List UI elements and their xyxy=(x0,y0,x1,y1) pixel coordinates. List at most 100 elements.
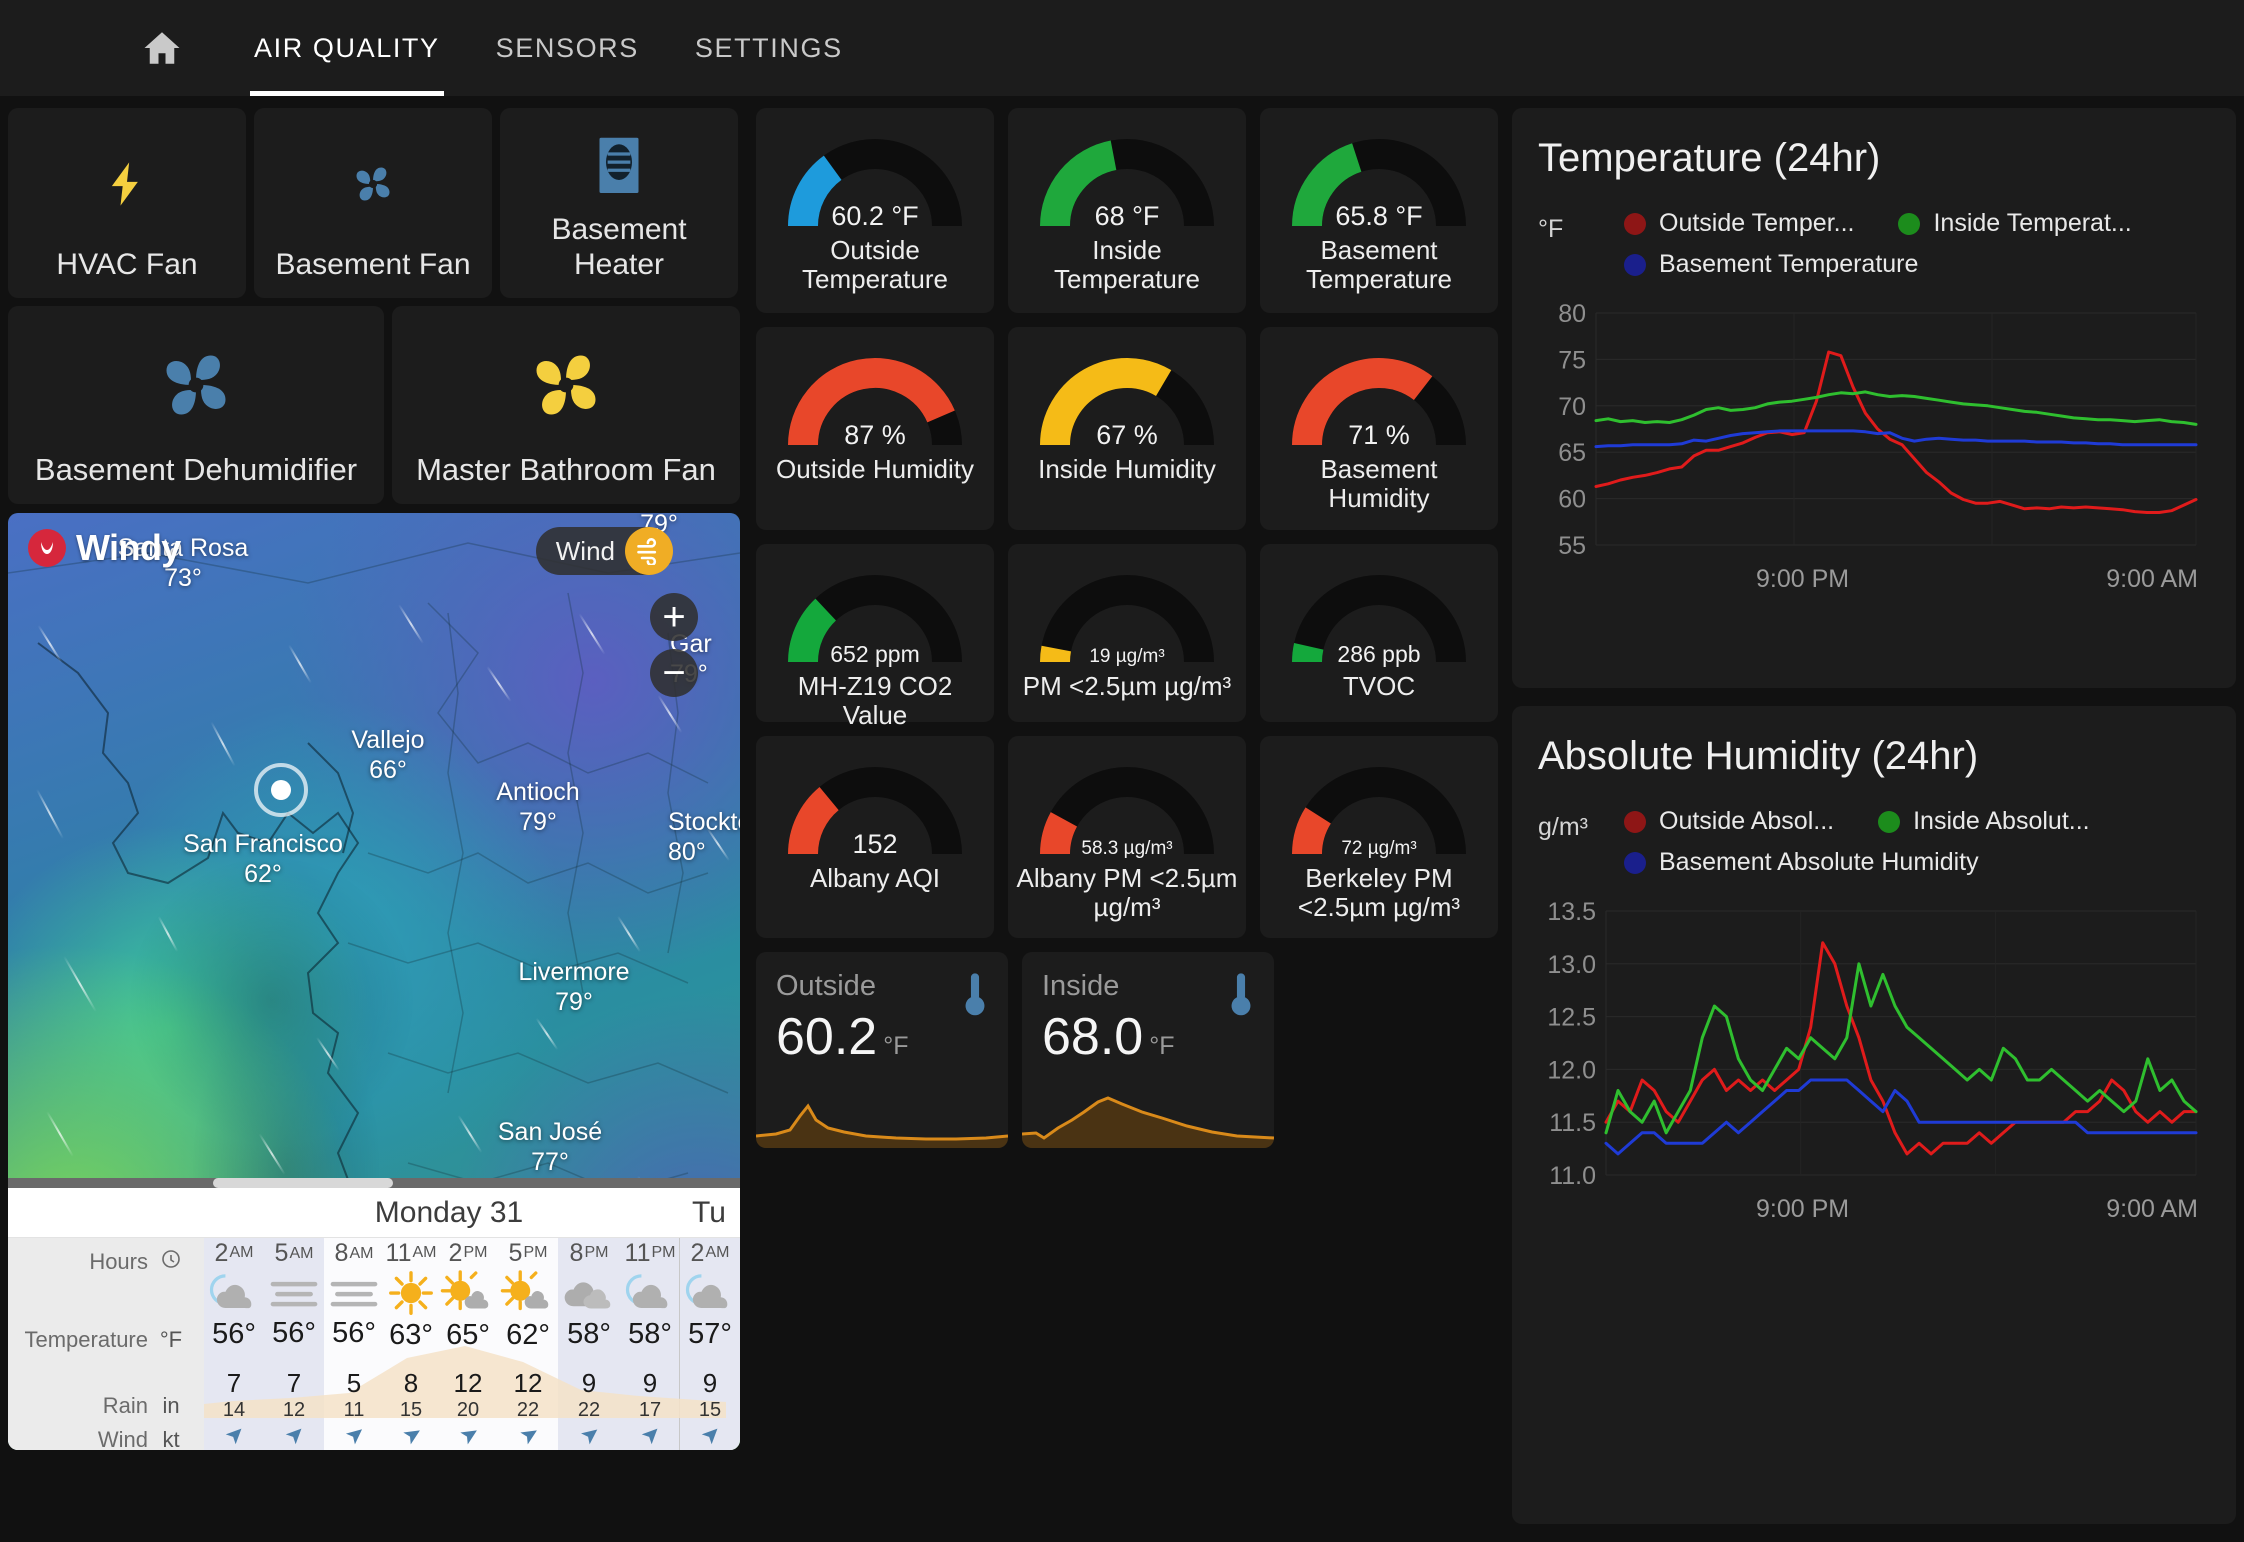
wind-layer-label: Wind xyxy=(555,535,615,566)
forecast-hour: 5 PM xyxy=(508,1238,548,1267)
forecast-temperature: 56° xyxy=(332,1317,376,1350)
forecast-timeline-scrollbar[interactable] xyxy=(8,1178,740,1188)
lightning-bolt-icon xyxy=(101,126,153,242)
tab-settings[interactable]: SETTINGS xyxy=(691,0,847,96)
forecast-sky-icon xyxy=(680,1269,740,1317)
fan-icon xyxy=(137,324,255,446)
gauge-row: 60.2 °F Outside Temperature 68 °F Inside Te… xyxy=(756,108,1500,313)
forecast-rain xyxy=(680,1353,740,1368)
gauge-value: 71 % xyxy=(1348,420,1410,450)
forecast-hour-column[interactable]: 11 AM 63° 8 15 xyxy=(384,1238,438,1450)
gauge-card-outside-humidity[interactable]: 87 % Outside Humidity xyxy=(756,327,994,530)
forecast-wind-direction xyxy=(558,1422,620,1450)
forecast-hour-column[interactable]: 2 AM 57° 9 15 xyxy=(680,1238,740,1450)
gauge-card-outside-temperature[interactable]: 60.2 °F Outside Temperature xyxy=(756,108,994,313)
forecast-hour-column[interactable]: 8 PM 58° 9 22 xyxy=(558,1238,620,1450)
humidity-plot[interactable]: 11.0 11.5 12.0 12.5 13.0 13.5 xyxy=(1538,899,2210,1189)
wind-icon[interactable] xyxy=(625,527,673,575)
gauge-card-pm-2-5-m-g-m[interactable]: 19 µg/m³ PM <2.5µm µg/m³ xyxy=(1008,544,1246,722)
temperature-chart-card[interactable]: Temperature (24hr) °F Outside Temper... … xyxy=(1512,108,2236,688)
forecast-wind-gust: 20 xyxy=(456,1399,480,1421)
gauge-value: 60.2 °F xyxy=(831,201,919,231)
forecast-wind: 9 xyxy=(702,1368,718,1398)
legend-dot xyxy=(1898,212,1921,235)
forecast-wind: 9 xyxy=(642,1368,658,1398)
forecast-wind-direction xyxy=(264,1422,324,1450)
partly-sunny-icon xyxy=(440,1270,489,1311)
forecast-hour-column[interactable]: 8 AM 56° 5 11 xyxy=(324,1238,384,1450)
forecast-temperature: 58° xyxy=(567,1318,611,1351)
map-zoom-in-button[interactable]: + xyxy=(650,593,698,641)
wind-layer-selector[interactable]: Wind xyxy=(535,527,673,575)
gauge-card-inside-humidity[interactable]: 67 % Inside Humidity xyxy=(1008,327,1246,530)
svg-text:13.5: 13.5 xyxy=(1547,899,1596,926)
toggle-basement-dehumidifier[interactable]: Basement Dehumidifier xyxy=(8,306,384,504)
gauge-column: 60.2 °F Outside Temperature 68 °F Inside Te… xyxy=(756,108,1500,1148)
gauge-card-albany-pm-2-5-m-g-m[interactable]: 58.3 µg/m³ Albany PM <2.5µm µg/m³ xyxy=(1008,736,1246,938)
forecast-hour-columns[interactable]: 2 AM 56° 7 14 5 AM 56° 7 12 8 AM 56° 5 11 11 AM 63… xyxy=(204,1238,740,1450)
toggle-basement-fan[interactable]: Basement Fan xyxy=(254,108,492,298)
tab-air-quality-label: AIR QUALITY xyxy=(254,32,440,63)
gauge-row: 652 ppm MH-Z19 CO2 Value 19 µg/m³ PM <2.5µm… xyxy=(756,544,1500,730)
legend-item-inside-temperature[interactable]: Inside Temperat... xyxy=(1898,209,2132,238)
gauge-arc: 286 ppb xyxy=(1281,562,1477,670)
sensor-card-outside-value: 60.2 xyxy=(776,1008,878,1066)
gauge-card-mh-z19-co2-value[interactable]: 652 ppm MH-Z19 CO2 Value xyxy=(756,544,994,730)
windy-weather-map-widget[interactable]: Windy Wind + − Santa Rosa 73° xyxy=(8,513,740,1450)
hourly-forecast-table[interactable]: Monday 31 Tu Hours xyxy=(8,1188,740,1450)
gauge-label: Albany AQI xyxy=(809,863,941,893)
heater-icon xyxy=(593,126,645,207)
map-zoom-in-label: + xyxy=(662,595,686,639)
forecast-hour-column[interactable]: 11 PM 58° 9 17 xyxy=(620,1238,680,1450)
toggle-master-bathroom-fan[interactable]: Master Bathroom Fan xyxy=(392,306,740,504)
humidity-chart-title: Absolute Humidity (24hr) xyxy=(1538,734,1979,778)
legend-label: Outside Temper... xyxy=(1659,209,1855,237)
gauge-value: 19 µg/m³ xyxy=(1089,646,1165,667)
legend-item-inside-absolute-humidity[interactable]: Inside Absolut... xyxy=(1878,807,2090,836)
forecast-temperature: 57° xyxy=(688,1318,732,1351)
forecast-hour-column[interactable]: 5 PM 62° 12 22 xyxy=(498,1238,558,1450)
home-icon[interactable] xyxy=(140,27,184,69)
gauge-label: Basement Humidity xyxy=(1320,454,1438,514)
forecast-rain xyxy=(438,1353,498,1368)
sensor-card-outside-unit: °F xyxy=(883,1032,909,1060)
windy-brand-logo[interactable]: Windy xyxy=(28,527,181,569)
gauge-card-albany-aqi[interactable]: 152 Albany AQI xyxy=(756,736,994,938)
temperature-plot[interactable]: 55 60 65 70 75 80 xyxy=(1538,301,2210,559)
windy-logo-badge xyxy=(28,529,66,567)
legend-item-basement-absolute-humidity[interactable]: Basement Absolute Humidity xyxy=(1624,848,1979,877)
gauge-value: 67 % xyxy=(1096,420,1158,450)
gauge-arc: 652 ppm xyxy=(777,562,973,670)
legend-item-basement-temperature[interactable]: Basement Temperature xyxy=(1624,250,1918,279)
forecast-wind-direction xyxy=(384,1422,438,1450)
tab-sensors[interactable]: SENSORS xyxy=(492,0,643,96)
gauge-arc: 152 xyxy=(777,754,973,862)
gauge-value: 72 µg/m³ xyxy=(1341,838,1417,859)
gauge-card-basement-humidity[interactable]: 71 % Basement Humidity xyxy=(1260,327,1498,530)
sensor-card-inside[interactable]: Inside 68.0 °F xyxy=(1022,952,1274,1148)
gauge-card-berkeley-pm-2-5-m-g-m[interactable]: 72 µg/m³ Berkeley PM <2.5µm µg/m³ xyxy=(1260,736,1498,938)
partly-sunny-icon xyxy=(500,1270,549,1311)
gauge-arc: 65.8 °F xyxy=(1281,126,1477,234)
sensor-card-outside-sparkline xyxy=(756,1103,1008,1148)
forecast-rain xyxy=(264,1352,324,1368)
partly-cloudy-night-icon xyxy=(209,1274,252,1308)
sensor-card-outside[interactable]: Outside 60.2 °F xyxy=(756,952,1008,1148)
absolute-humidity-chart-card[interactable]: Absolute Humidity (24hr) g/m³ Outside Ab… xyxy=(1512,706,2236,1524)
forecast-wind-direction xyxy=(204,1422,264,1450)
legend-item-outside-temperature[interactable]: Outside Temper... xyxy=(1624,209,1854,238)
gauge-card-basement-temperature[interactable]: 65.8 °F Basement Temperature xyxy=(1260,108,1498,313)
gauge-rows: 60.2 °F Outside Temperature 68 °F Inside Te… xyxy=(756,108,1500,938)
forecast-hour-column[interactable]: 5 AM 56° 7 12 xyxy=(264,1238,324,1450)
toggle-basement-heater[interactable]: Basement Heater xyxy=(500,108,738,298)
sensor-card-inside-sparkline xyxy=(1022,1096,1274,1148)
svg-text:13.0: 13.0 xyxy=(1547,951,1596,979)
gauge-card-tvoc[interactable]: 286 ppb TVOC xyxy=(1260,544,1498,722)
tab-air-quality[interactable]: AIR QUALITY xyxy=(250,0,444,96)
gauge-card-inside-temperature[interactable]: 68 °F Inside Temperature xyxy=(1008,108,1246,313)
forecast-hour-column[interactable]: 2 AM 56° 7 14 xyxy=(204,1238,264,1450)
forecast-hour-column[interactable]: 2 PM 65° 12 20 xyxy=(438,1238,498,1450)
toggle-hvac-fan[interactable]: HVAC Fan xyxy=(8,108,246,298)
legend-item-outside-absolute-humidity[interactable]: Outside Absol... xyxy=(1624,807,1834,836)
map-zoom-out-button[interactable]: − xyxy=(650,649,698,697)
